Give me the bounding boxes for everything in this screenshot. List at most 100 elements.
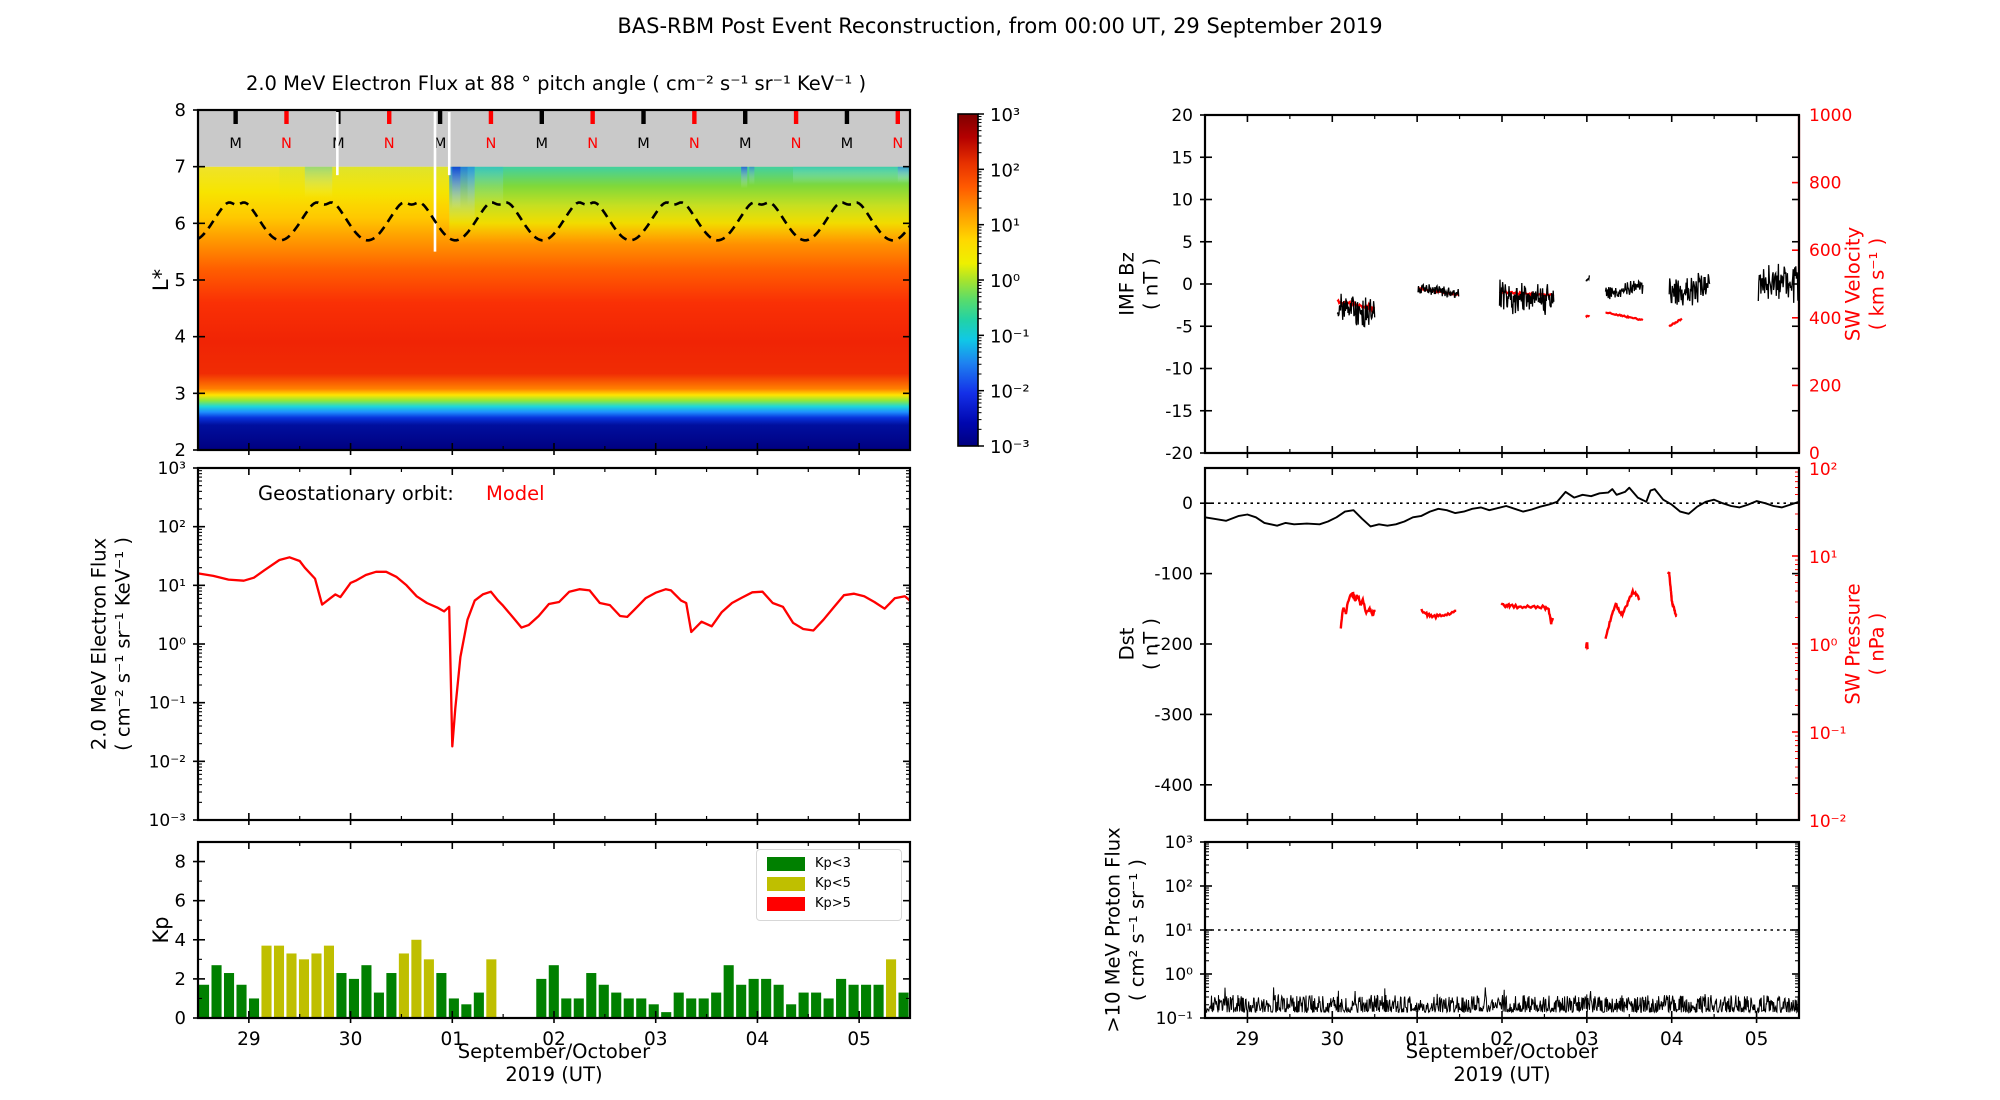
heatmap-patch [897,166,910,183]
geo-orbit-legend: Geostationary orbit: Model [258,482,545,505]
panel-frame [1203,840,1801,1020]
kp-bar [611,992,622,1018]
pressure-tick-label: 10¹ [1809,548,1837,568]
kp-bar [786,1004,797,1018]
x-tick-label: 29 [237,1029,261,1050]
kp-bar [773,984,784,1018]
sw-pressure-trace [1339,591,1376,629]
x-tick-label: 04 [1660,1029,1684,1050]
colorbar-tick-label: 10² [990,160,1020,181]
satellite-label: M [739,136,752,152]
y-tick-label: -5 [1176,317,1193,337]
y-tick-label: 2 [175,969,186,990]
satellite-label: M [637,136,650,152]
proton-flux-axis-label-line1: >10 MeV Proton Flux [1101,827,1125,1033]
kp-bar [361,965,372,1018]
geo-orbit-legend-model: Model [486,482,545,505]
x-axis-label-left: September/October 2019 (UT) [458,1040,650,1086]
heatmap-patch [793,166,910,184]
colorbar-tick-label: 10⁻¹ [990,326,1030,347]
colorbar: 10³ 10² 10¹ 10⁰ 10⁻¹ 10⁻² 10⁻³ [957,105,1030,458]
y-tick-label: 10² [1165,877,1193,897]
y-tick-label: 10⁻³ [149,811,186,831]
sw-velocity-trace [1585,314,1591,319]
satellite-tick [590,110,595,124]
y-tick-label: 15 [1171,148,1193,168]
kp-bar [723,965,734,1018]
x-tick-label: 01 [441,1029,465,1050]
satellite-label: N [281,136,292,152]
satellite-tick [844,110,850,124]
kp-bar [323,945,335,1018]
satellite-label: N [892,136,903,152]
colorbar-gradient [957,113,979,447]
kp-bar [373,992,384,1018]
satellite-band [198,110,910,167]
colorbar-tick-label: 10⁻³ [990,437,1030,458]
kp-bar [261,945,272,1018]
sw-pressure-axis-label-line1: SW Pressure [1841,583,1865,705]
imf-bz-trace [1757,263,1800,303]
x-tick-label: 05 [1745,1029,1769,1050]
kp-bar [623,998,634,1018]
proton-flux-trace [1204,987,1800,1014]
y-tick-label: 4 [175,930,186,951]
sw-pressure-trace [1584,641,1589,651]
kp-bar [648,1004,659,1018]
kp-legend-item-low: Kp<3 [767,856,893,871]
geo-orbit-legend-prefix: Geostationary orbit: [258,482,454,505]
heatmap-title: 2.0 MeV Electron Flux at 88 ° pitch angl… [245,72,867,95]
kp-bar [286,953,297,1018]
satellite-label: M [229,136,242,152]
sw-pressure-trace [1420,608,1457,621]
kp-bar [848,984,859,1018]
sw-pressure-trace [1667,571,1678,618]
kp-bar [199,984,210,1018]
colorbar-tick-label: 10¹ [990,216,1020,237]
x-axis-label-left-line1: September/October [457,1040,651,1063]
kp-bar [548,965,559,1018]
y-tick-label: 10⁻¹ [1156,1009,1193,1029]
kp-bars [199,939,909,1018]
heatmap-patch [741,166,748,189]
kp-bar [886,959,897,1018]
satellite-tick [895,110,900,124]
satellite-tick [793,110,799,124]
y-tick-label: -15 [1165,402,1193,422]
x-tick-label: 30 [339,1029,363,1050]
kp-bar [861,984,872,1018]
y-tick-label: 10¹ [158,576,186,596]
kp-bar [436,973,447,1018]
y-tick-label: 10⁻² [149,752,186,772]
pressure-tick-label: 10⁰ [1809,636,1838,656]
x-tick-label: 04 [746,1029,770,1050]
kp-low-swatch [767,856,805,871]
y-tick-label: 10¹ [1165,921,1193,941]
heatmap-patch [304,166,333,198]
imf-bz-trace [1585,275,1591,282]
colorbar-tick-label: 10⁰ [990,271,1020,292]
sw-pressure-axis-label-line2: ( nPa ) [1866,612,1889,676]
kp-legend-item-high: Kp>5 [767,896,893,911]
proton-flux-plot: 10³ 10² 10¹ 10⁰ 10⁻¹ 29 30 01 02 03 04 05 [1156,833,1801,1050]
kp-bar [573,998,584,1018]
kp-bar [761,978,772,1018]
imf-bz-axis-label-line2: ( nT ) [1140,258,1163,310]
y-tick-label: -300 [1154,705,1193,725]
electron-flux-axis-label: 2.0 MeV Electron Flux ( cm⁻² s⁻¹ sr⁻¹ Ke… [88,537,137,751]
kp-bar [536,978,547,1018]
panel-frame [196,840,912,1020]
kp-bar [486,959,497,1018]
y-tick-label: 10 [1171,191,1193,211]
satellite-label: N [689,136,700,152]
heatmap-plot: MNMNMNMNMNMNMN2345678 [175,100,912,461]
sw-pressure-axis-label: SW Pressure ( nPa ) [1842,583,1891,704]
satellite-tick [437,110,443,124]
y-tick-label: 0 [1182,275,1193,295]
kp-bar [898,992,909,1018]
kp-legend-item-mid: Kp<5 [767,876,893,891]
kp-bar [811,992,822,1018]
kp-bar [336,973,347,1018]
pressure-tick-label: 10⁻² [1809,812,1846,832]
